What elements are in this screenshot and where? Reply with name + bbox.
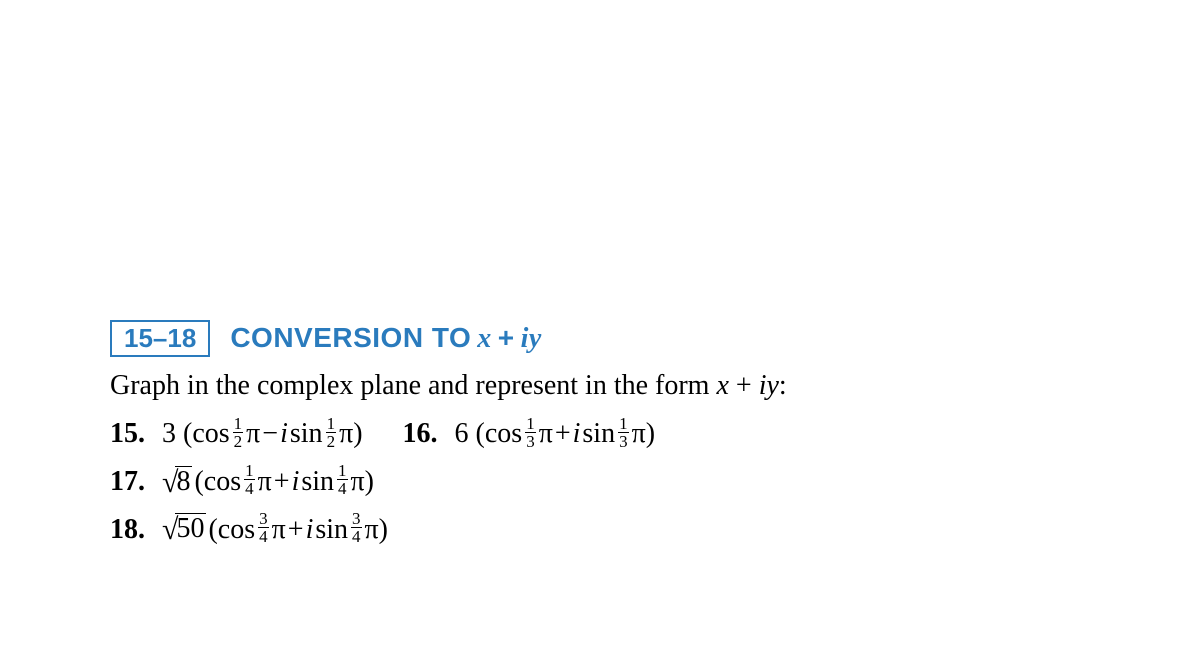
frac-num: 1 xyxy=(618,415,629,433)
frac-num: 3 xyxy=(258,510,269,528)
frac-den: 4 xyxy=(337,480,348,497)
p17-after-root: (cos xyxy=(194,458,241,506)
frac-num: 1 xyxy=(337,462,348,480)
problem-18-expr: √ 50 (cos 3 4 π + i sin 3 4 π) xyxy=(162,506,388,554)
fraction: 1 3 xyxy=(618,415,629,450)
fraction: 1 3 xyxy=(525,415,536,450)
frac-den: 4 xyxy=(244,480,255,497)
pi-symbol: π xyxy=(539,410,553,458)
radical-icon: √ xyxy=(162,468,178,498)
title-var-iy: iy xyxy=(521,323,542,355)
radicand: 50 xyxy=(175,513,206,545)
op-plus: + xyxy=(555,410,571,458)
frac-den: 2 xyxy=(233,433,244,450)
square-root: √ 50 xyxy=(162,513,206,545)
frac-den: 3 xyxy=(525,433,536,450)
frac-num: 3 xyxy=(351,510,362,528)
p15-lead: 3 (cos xyxy=(162,410,230,458)
instruction-text: Graph in the complex plane and represent… xyxy=(110,367,1090,405)
sin-text: sin xyxy=(301,458,334,506)
title-var-x: x xyxy=(477,323,492,355)
pi-symbol: π xyxy=(258,458,272,506)
sin-text: sin xyxy=(290,410,323,458)
fraction: 1 4 xyxy=(244,462,255,497)
imag-i: i xyxy=(292,458,300,506)
title-plus: + xyxy=(498,322,515,354)
op-plus: + xyxy=(274,458,290,506)
problem-row: 17. √ 8 (cos 1 4 π + i sin 1 4 xyxy=(110,458,1090,506)
instr-var-iy: iy xyxy=(759,370,779,401)
fraction: 3 4 xyxy=(258,510,269,545)
instr-var-x: x xyxy=(716,370,728,401)
pi-symbol: π) xyxy=(632,410,655,458)
instr-colon: : xyxy=(779,370,787,401)
problem-range-box: 15–18 xyxy=(110,320,210,357)
problem-row: 15. 3 (cos 1 2 π − i sin 1 2 π) 16. xyxy=(110,410,1090,458)
instruction-lead: Graph in the complex plane and represent… xyxy=(110,370,716,401)
fraction: 1 2 xyxy=(233,415,244,450)
imag-i: i xyxy=(573,410,581,458)
problem-15-expr: 3 (cos 1 2 π − i sin 1 2 π) xyxy=(162,410,363,458)
frac-den: 4 xyxy=(258,528,269,545)
fraction: 1 4 xyxy=(337,462,348,497)
problem-number: 16. xyxy=(403,410,455,458)
problem-list: 15. 3 (cos 1 2 π − i sin 1 2 π) 16. xyxy=(110,410,1090,553)
problem-17-expr: √ 8 (cos 1 4 π + i sin 1 4 π) xyxy=(162,458,374,506)
frac-num: 1 xyxy=(233,415,244,433)
p18-after-root: (cos xyxy=(208,506,255,554)
frac-num: 1 xyxy=(326,415,337,433)
frac-den: 3 xyxy=(618,433,629,450)
op-plus: + xyxy=(288,506,304,554)
pi-symbol: π xyxy=(246,410,260,458)
fraction: 3 4 xyxy=(351,510,362,545)
square-root: √ 8 xyxy=(162,466,192,498)
pi-symbol: π) xyxy=(365,506,388,554)
p16-lead: 6 (cos xyxy=(455,410,523,458)
section-title: CONVERSION TO x + iy xyxy=(230,322,541,355)
exercise-block: 15–18 CONVERSION TO x + iy Graph in the … xyxy=(110,320,1090,553)
pi-symbol: π) xyxy=(351,458,374,506)
frac-den: 4 xyxy=(351,528,362,545)
instr-plus: + xyxy=(729,370,759,401)
imag-i: i xyxy=(306,506,314,554)
op-minus: − xyxy=(262,410,278,458)
sin-text: sin xyxy=(582,410,615,458)
pi-symbol: π xyxy=(272,506,286,554)
radical-icon: √ xyxy=(162,515,178,545)
frac-num: 1 xyxy=(525,415,536,433)
sin-text: sin xyxy=(315,506,348,554)
fraction: 1 2 xyxy=(326,415,337,450)
problem-number: 15. xyxy=(110,410,162,458)
pi-symbol: π) xyxy=(339,410,362,458)
frac-num: 1 xyxy=(244,462,255,480)
section-header: 15–18 CONVERSION TO x + iy xyxy=(110,320,1090,357)
frac-den: 2 xyxy=(326,433,337,450)
title-prefix: CONVERSION TO xyxy=(230,322,471,354)
imag-i: i xyxy=(280,410,288,458)
problem-row: 18. √ 50 (cos 3 4 π + i sin 3 4 xyxy=(110,506,1090,554)
problem-number: 18. xyxy=(110,506,162,554)
problem-16-expr: 6 (cos 1 3 π + i sin 1 3 π) xyxy=(455,410,656,458)
problem-number: 17. xyxy=(110,458,162,506)
